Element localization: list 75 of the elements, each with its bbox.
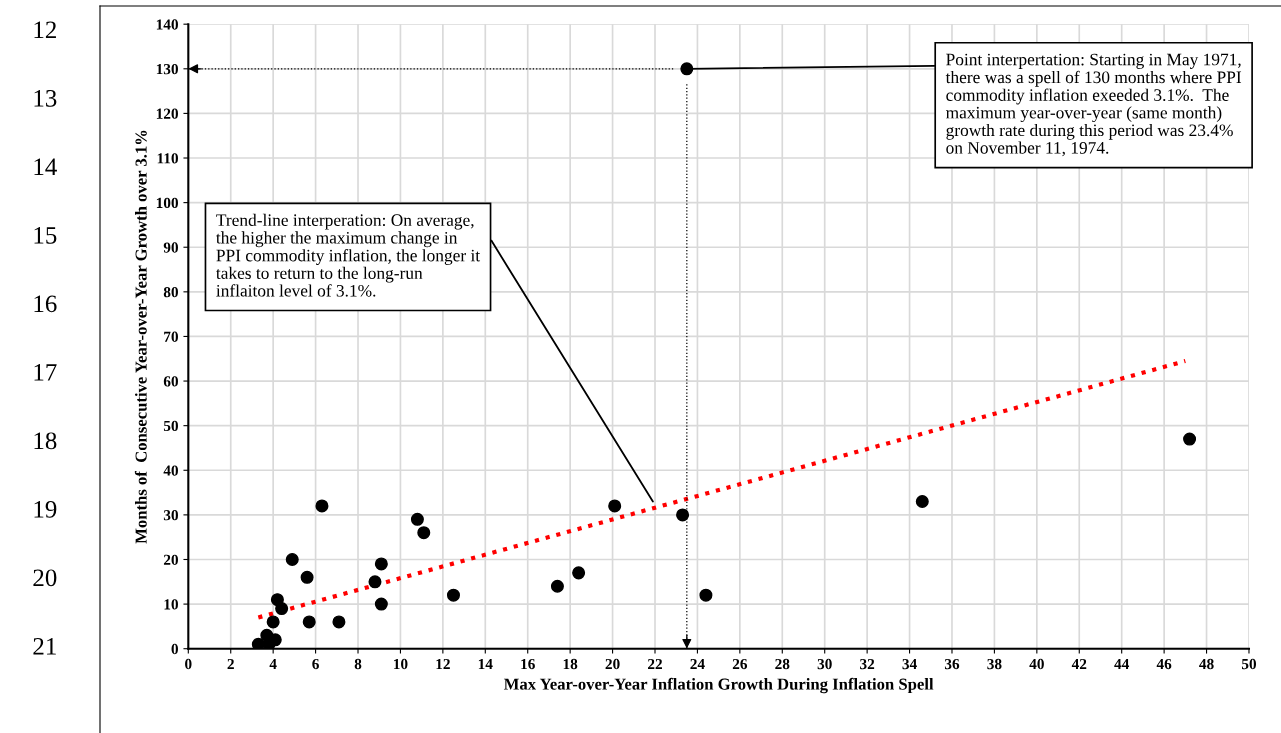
text: 13 [34, 89, 57, 107]
x-tick-label: 34 [902, 658, 917, 670]
x-tick-label: 26 [732, 658, 748, 670]
x-tick-label: 32 [860, 658, 875, 670]
point [699, 588, 713, 602]
point [417, 526, 431, 540]
x-tick-label: 2 [227, 658, 234, 670]
x-tick-label: 36 [944, 658, 960, 670]
text: 20 [33, 569, 57, 587]
y-tick-label: 90 [163, 242, 178, 253]
x-tick-label: 28 [775, 658, 790, 670]
y-tick-label: 110 [157, 153, 178, 164]
point [332, 615, 346, 629]
point [368, 575, 382, 589]
y-tick-label: 40 [163, 465, 178, 476]
x-tick-label: 0 [185, 658, 192, 670]
y-tick-label: 20 [163, 554, 178, 565]
y-tick-label: 70 [164, 331, 178, 342]
point [266, 615, 280, 629]
text: 15 [34, 227, 57, 244]
x-tick-label: 10 [394, 658, 408, 670]
x-tick-label: 42 [1071, 658, 1087, 670]
annotation: Trend-line interperation: On average, the higher the maximum change in PPI commodity inflation, the longer it takes to return to the long-run inflaiton level of 3.1%. [216, 213, 481, 297]
point [676, 508, 690, 522]
point [374, 557, 388, 571]
point [300, 570, 314, 584]
y-tick-label: 30 [163, 510, 178, 521]
x-tick-label: 16 [521, 658, 535, 670]
y-axis-title: Months of Consecutive Year-over-Year Growth over 3.1% [134, 130, 147, 544]
text: 19 [34, 500, 57, 518]
point [608, 499, 622, 513]
y-tick-label: 130 [156, 63, 178, 75]
x-tick-label: 38 [987, 658, 1002, 670]
y-tick-label: 50 [163, 420, 178, 432]
x-axis-title: Max Year-over-Year Inflation Growth During Inflation Spell [503, 677, 934, 694]
point [446, 588, 460, 602]
x-tick-label: 22 [648, 658, 662, 670]
y-tick-label: 100 [156, 197, 178, 209]
x-tick-label: 14 [478, 658, 493, 670]
text: 14 [34, 158, 57, 176]
point [572, 566, 586, 580]
text: 21 [33, 637, 56, 655]
point [915, 494, 929, 509]
point [374, 597, 388, 611]
x-tick-label: 4 [269, 658, 277, 670]
x-tick-label: 44 [1114, 658, 1130, 670]
text: 18 [34, 432, 57, 450]
text: 17 [34, 364, 57, 381]
y-tick-label: 60 [163, 376, 178, 387]
annotation: Point interpertation: Starting in May 1971, there was a spell of 130 months where PPI commodity inflation exeeded 3.1%. The maximum year-over-year (same month) growth rate during this period was 23.4% on November 11, 1974. [945, 53, 1242, 157]
x-tick-label: 12 [436, 658, 450, 670]
x-tick-label: 6 [312, 658, 319, 670]
x-tick-label: 48 [1199, 658, 1214, 670]
text: 16 [34, 295, 57, 313]
point [410, 512, 424, 526]
x-tick-label: 24 [690, 658, 705, 670]
point [285, 552, 299, 566]
y-tick-label: 140 [156, 19, 178, 30]
point [315, 499, 329, 513]
x-tick-label: 18 [563, 658, 578, 670]
x-tick-label: 20 [605, 658, 620, 670]
y-tick-label: 80 [163, 286, 178, 298]
y-tick-label: 120 [156, 108, 178, 119]
text: 12 [34, 21, 56, 39]
x-tick-label: 8 [354, 658, 362, 670]
x-tick-label: 50 [1241, 658, 1257, 670]
x-tick-label: 40 [1029, 658, 1044, 670]
point [550, 579, 564, 593]
y-tick-label: 0 [171, 643, 178, 655]
y-tick-label: 10 [164, 599, 178, 610]
x-tick-label: 46 [1156, 658, 1172, 670]
x-tick-label: 30 [817, 658, 832, 670]
point [302, 615, 316, 629]
point [275, 602, 289, 616]
point [1183, 432, 1197, 446]
